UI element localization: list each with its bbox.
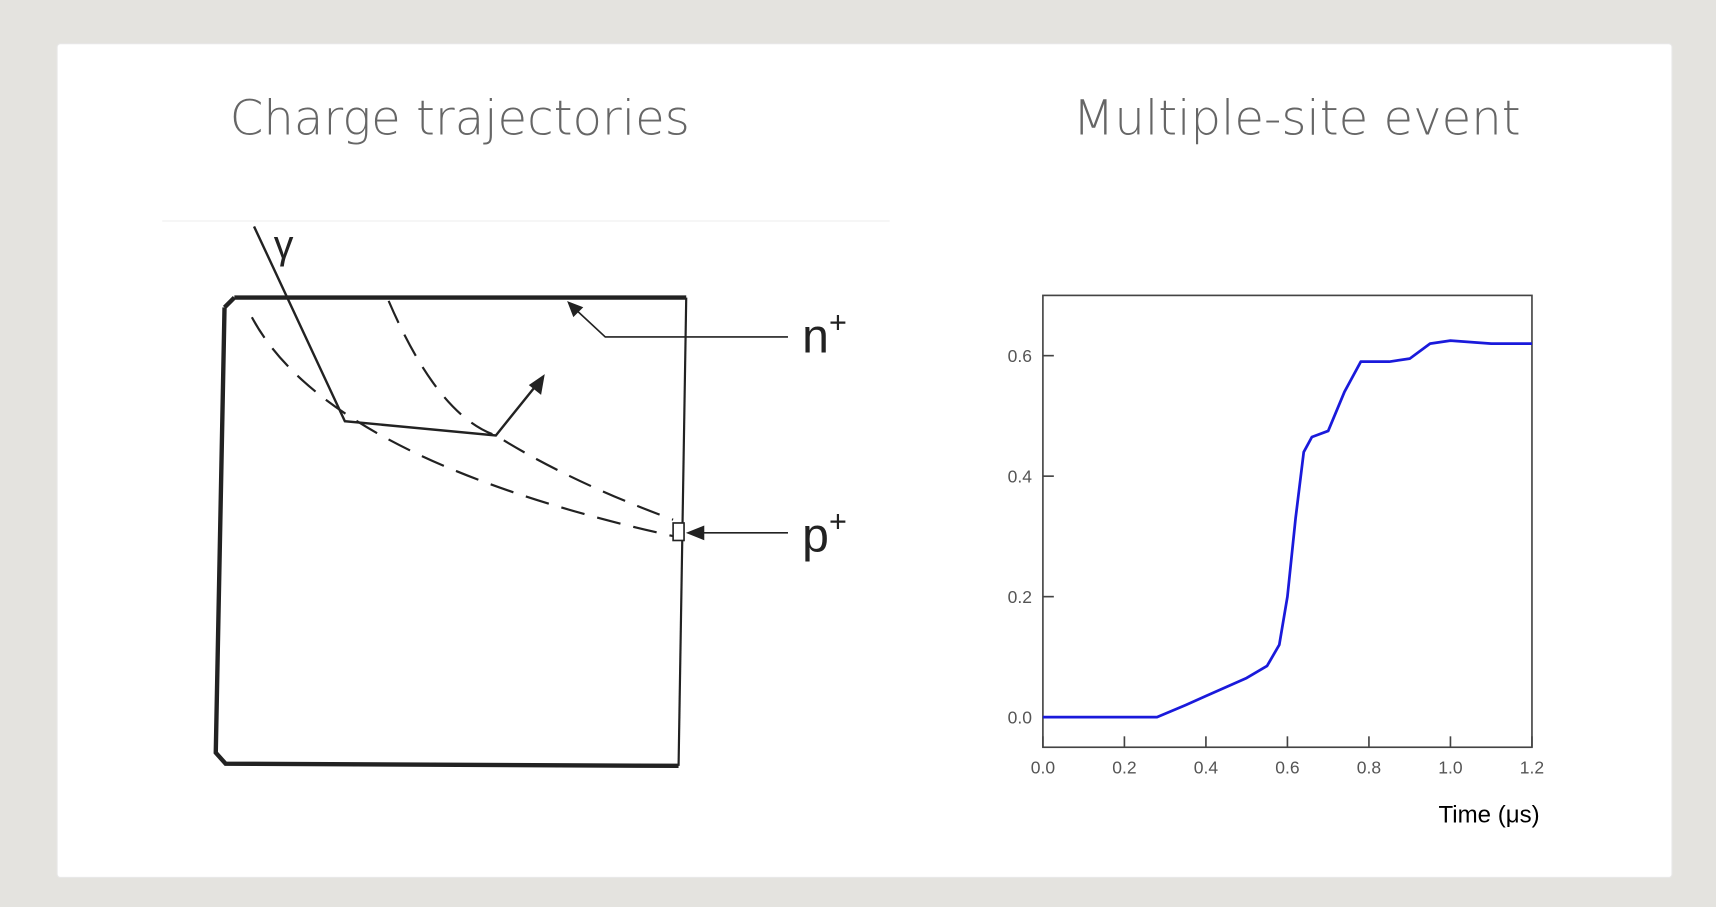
x-tick-label: 0.0 <box>1031 758 1056 778</box>
x-tick-label: 0.8 <box>1357 758 1381 778</box>
y-tick-label: 0.2 <box>1008 587 1032 607</box>
x-tick-label: 0.6 <box>1275 758 1299 778</box>
x-tick-label: 0.4 <box>1194 758 1219 778</box>
x-tick-label: 1.0 <box>1438 758 1463 778</box>
x-tick-label: 1.2 <box>1520 758 1544 778</box>
page: {"left_panel": {"title": "Charge traject… <box>0 0 1716 907</box>
x-axis-label: Time (μs) <box>1438 802 1539 829</box>
card <box>57 44 1672 878</box>
left-title: Charge trajectories <box>230 91 690 147</box>
x-tick-label: 0.2 <box>1112 758 1136 778</box>
slide: Charge trajectories Multiple-site event … <box>0 0 1716 907</box>
n-label-text: n <box>802 309 829 363</box>
p-label-text: p <box>802 508 829 562</box>
y-tick-label: 0.4 <box>1008 467 1033 487</box>
p-label-sup: + <box>829 505 847 539</box>
y-tick-label: 0.6 <box>1008 346 1032 366</box>
chart-title: Multiple-site event <box>1073 91 1521 147</box>
p-contact <box>673 523 684 541</box>
gamma-label: γ <box>274 223 294 267</box>
n-label-sup: + <box>829 306 847 340</box>
y-tick-label: 0.0 <box>1008 708 1033 728</box>
